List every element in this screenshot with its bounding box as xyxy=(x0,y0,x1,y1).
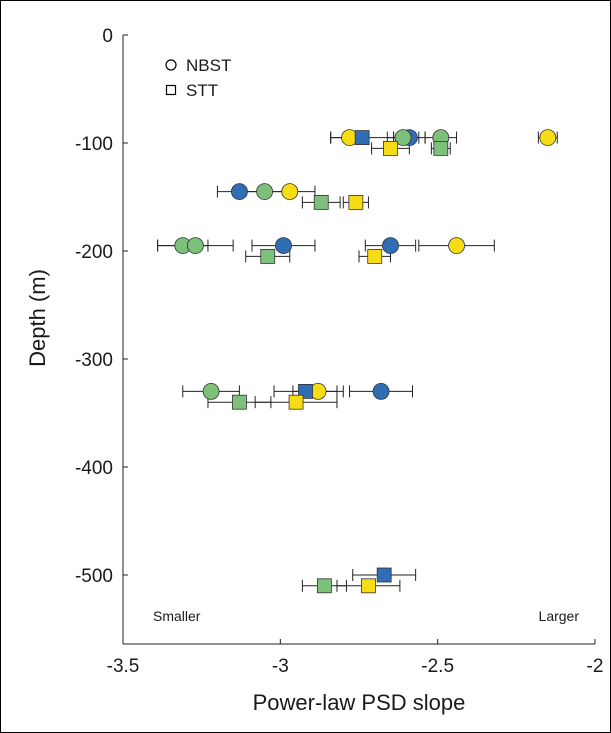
legend-square-marker xyxy=(165,84,177,96)
y-tick-label: 0 xyxy=(102,26,113,47)
stt-point xyxy=(383,140,398,156)
y-tick-label: -500 xyxy=(75,566,113,587)
legend-circle-marker xyxy=(165,59,177,71)
nbst-point xyxy=(231,183,248,201)
y-tick-label: -400 xyxy=(75,458,113,479)
nbst-point xyxy=(394,129,412,147)
axes xyxy=(122,35,595,645)
stt-point xyxy=(361,578,376,594)
stt-point xyxy=(316,578,332,594)
stt-point xyxy=(376,567,392,583)
y-tick-label: -100 xyxy=(75,134,113,155)
stt-point xyxy=(433,140,449,156)
annotation-larger: Larger xyxy=(539,608,580,624)
stt-point xyxy=(288,394,304,410)
legend: NBST STT xyxy=(165,56,231,100)
nbst-point xyxy=(372,382,390,400)
nbst-point xyxy=(448,237,465,255)
nbst-point xyxy=(281,183,299,201)
nbst-point xyxy=(539,129,557,147)
y-tick-label: -200 xyxy=(75,242,113,263)
legend-label-stt: STT xyxy=(186,81,218,100)
legend-label-nbst: NBST xyxy=(186,56,231,75)
data-points xyxy=(157,129,558,594)
annotation-smaller: Smaller xyxy=(153,608,201,624)
x-tick-label: -3 xyxy=(272,656,289,677)
x-tick-label: -2.5 xyxy=(421,656,454,677)
y-axis-label: Depth (m) xyxy=(25,269,50,367)
stt-point xyxy=(354,130,370,146)
stt-point xyxy=(260,248,276,264)
y-tick-label: -300 xyxy=(75,350,113,371)
nbst-point xyxy=(186,237,204,255)
nbst-point xyxy=(256,183,274,201)
x-tick-label: -2 xyxy=(587,656,604,677)
stt-point xyxy=(313,194,329,210)
stt-point xyxy=(348,194,364,210)
nbst-point xyxy=(202,382,220,400)
tick-group: -3.5 -3 -2.5 -2 0 -100 -200 -300 -400 -500 xyxy=(75,26,603,677)
nbst-point xyxy=(275,237,292,255)
stt-point xyxy=(367,248,383,264)
nbst-point xyxy=(382,237,399,255)
x-tick-label: -3.5 xyxy=(107,656,140,677)
stt-point xyxy=(232,394,247,410)
x-axis-label: Power-law PSD slope xyxy=(253,690,466,715)
